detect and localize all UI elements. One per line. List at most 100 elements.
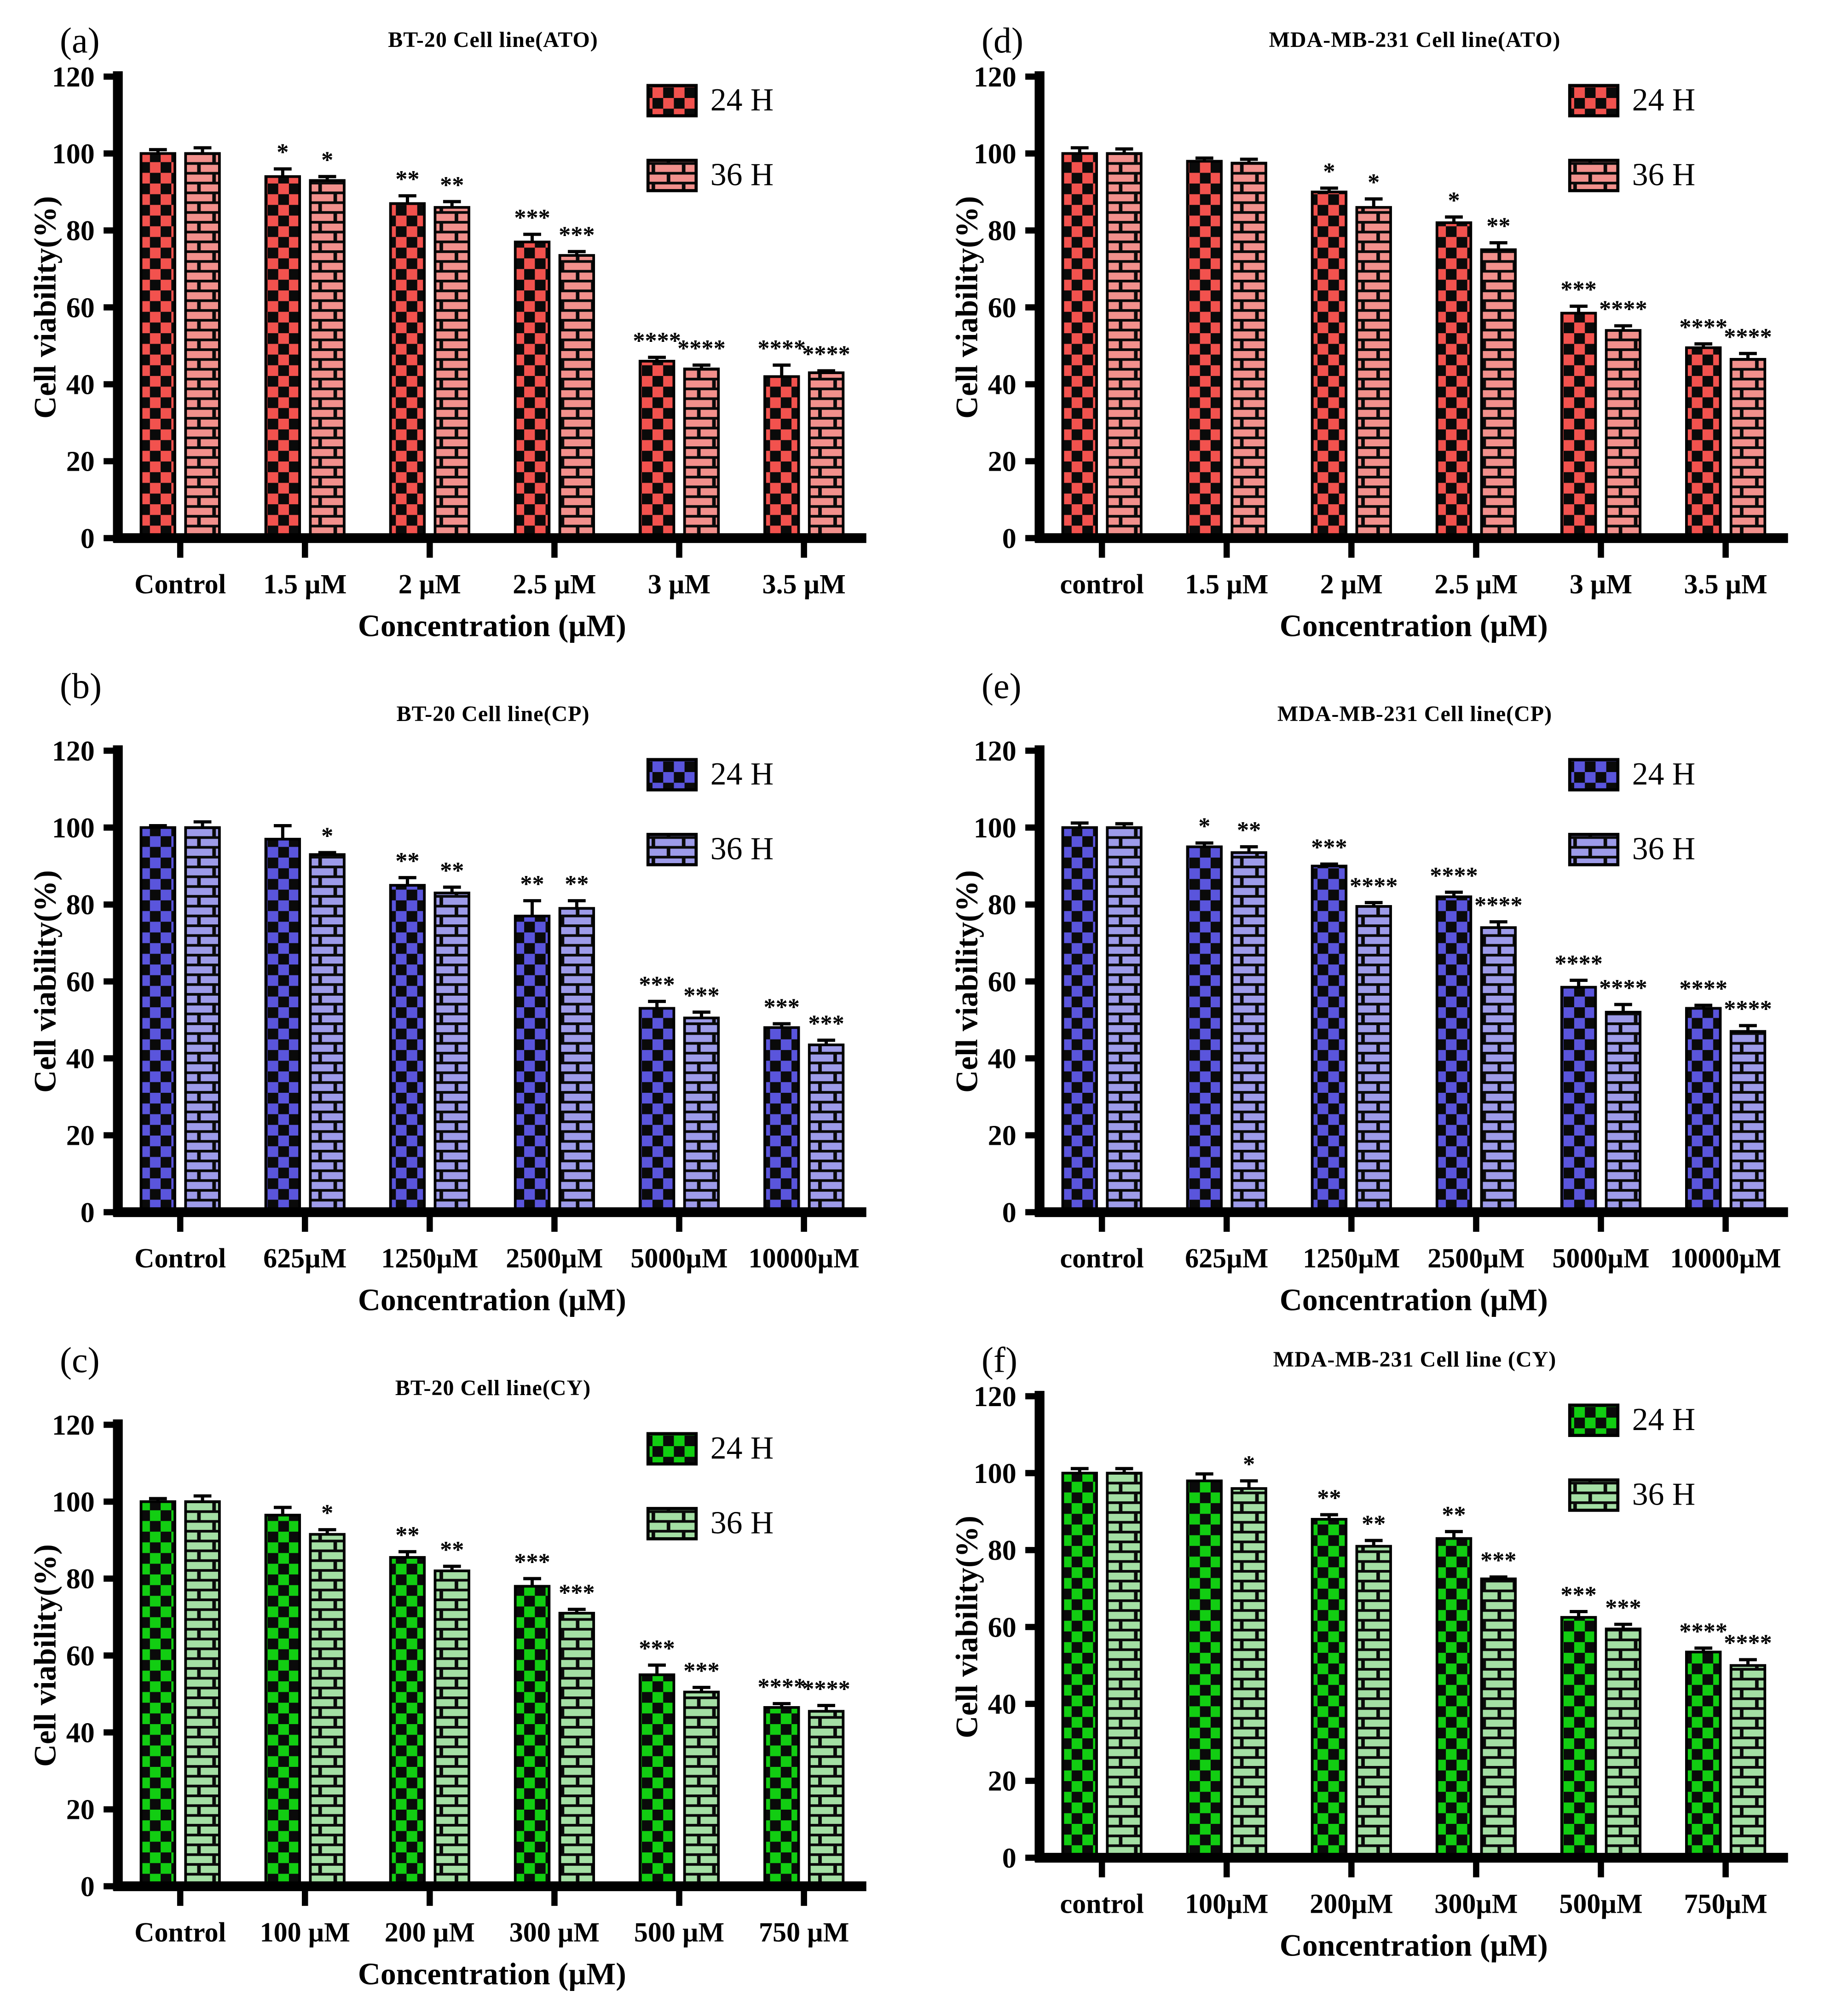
- bar: [808, 1043, 845, 1214]
- x-tick-label: Control: [134, 1243, 226, 1274]
- significance-stars: *: [321, 146, 333, 173]
- x-tick-label: 10000µM: [1670, 1243, 1781, 1274]
- significance-stars: ****: [1724, 996, 1772, 1022]
- legend-label: 24 H: [1632, 82, 1695, 118]
- legend-swatch: [1568, 1478, 1620, 1512]
- x-tick-label: 750µM: [1684, 1889, 1767, 1919]
- significance-stars: **: [1362, 1511, 1386, 1537]
- legend-label: 36 H: [710, 157, 774, 193]
- panel-c: (c) BT-20 Cell line(CY) Control * 100 µM **…: [32, 1331, 899, 1991]
- bar: [433, 1569, 470, 1888]
- bar: [139, 152, 176, 540]
- x-tick-label: 750 µM: [759, 1917, 849, 1948]
- x-tick-label: 2 µM: [398, 569, 461, 600]
- x-tick-label: 5000µM: [630, 1243, 728, 1274]
- panel-title-b: BT-20 Cell line(CP): [396, 702, 590, 726]
- significance-stars: **: [440, 1536, 464, 1563]
- chart-e: control * ** 625µM *** **** 1250µM **** **** 2500…: [954, 729, 1801, 1317]
- panel-f: (f) MDA-MB-231 Cell line (CY) control * 10…: [954, 1331, 1820, 1991]
- bar: [264, 175, 301, 540]
- bar: [1605, 1627, 1642, 1859]
- significance-stars: **: [440, 172, 464, 198]
- bar: [1355, 206, 1392, 540]
- x-tick-label: 625µM: [263, 1243, 346, 1274]
- y-tick-label: 40: [66, 369, 95, 400]
- bar: [1560, 1616, 1597, 1859]
- bar: [763, 375, 800, 540]
- significance-stars: *: [1243, 1451, 1255, 1477]
- bar: [1605, 329, 1642, 540]
- bar: [1560, 986, 1597, 1214]
- significance-stars: ****: [633, 327, 681, 354]
- legend-swatch: [646, 1507, 698, 1540]
- x-tick-label: 1250µM: [381, 1243, 478, 1274]
- y-tick-label: 60: [988, 966, 1016, 998]
- legend-label: 36 H: [1632, 1477, 1695, 1512]
- y-tick-label: 20: [988, 1120, 1016, 1152]
- significance-stars: ****: [1724, 1630, 1772, 1656]
- x-tick-label: control: [1060, 1243, 1144, 1274]
- legend-swatch: [1568, 84, 1620, 118]
- significance-stars: ***: [683, 982, 719, 1009]
- legend-swatch: [1568, 758, 1620, 792]
- significance-stars: ****: [802, 340, 850, 367]
- legend-label: 36 H: [1632, 831, 1695, 867]
- bar: [683, 1690, 720, 1888]
- bar: [1729, 1030, 1767, 1214]
- significance-stars: ***: [514, 1549, 550, 1575]
- y-tick-label: 100: [974, 138, 1016, 170]
- panel-letter-f: (f): [982, 1340, 1017, 1380]
- significance-stars: ***: [1311, 834, 1347, 861]
- panel-title-f: MDA-MB-231 Cell line (CY): [1273, 1347, 1557, 1372]
- bar: [1061, 152, 1098, 540]
- legend-swatch: [646, 758, 698, 792]
- significance-stars: *: [1448, 187, 1460, 213]
- significance-stars: ***: [559, 1579, 595, 1606]
- bar: [1560, 312, 1597, 540]
- x-tick-label: 5000µM: [1552, 1243, 1649, 1274]
- significance-stars: ***: [1605, 1594, 1641, 1621]
- x-tick-label: 10000µM: [748, 1243, 859, 1274]
- legend-label: 24 H: [710, 1431, 774, 1466]
- legend-swatch: [1568, 833, 1620, 866]
- bar: [389, 202, 426, 540]
- significance-stars: ***: [559, 221, 595, 248]
- y-tick-label: 100: [52, 138, 95, 170]
- bar: [389, 884, 426, 1214]
- significance-stars: ****: [1724, 323, 1772, 350]
- x-tick-label: 2 µM: [1320, 569, 1383, 600]
- bar: [1186, 845, 1223, 1214]
- x-tick-label: 100 µM: [260, 1917, 350, 1948]
- y-tick-label: 40: [988, 1689, 1016, 1720]
- legend-swatch: [1568, 159, 1620, 192]
- chart-b: Control * 625µM ** ** 1250µM ** ** 2500µM *** *** 5…: [32, 729, 879, 1317]
- x-tick-label: control: [1060, 1889, 1144, 1919]
- panel-letter-a: (a): [60, 20, 100, 60]
- bar: [139, 1500, 176, 1888]
- significance-stars: **: [1442, 1501, 1466, 1528]
- x-axis-title: Concentration (µM): [1280, 1928, 1548, 1963]
- legend-swatch: [1568, 1403, 1620, 1437]
- y-tick-label: 0: [1002, 523, 1016, 554]
- y-tick-label: 60: [988, 292, 1016, 323]
- x-axis-title: Concentration (µM): [1280, 609, 1548, 643]
- y-axis-title: Cell viability(%): [32, 870, 63, 1093]
- significance-stars: *: [1198, 813, 1210, 840]
- bar: [1311, 865, 1348, 1214]
- significance-stars: **: [395, 166, 419, 192]
- y-axis-title: Cell viability(%): [954, 870, 984, 1093]
- bar: [763, 1706, 800, 1888]
- bar: [1685, 1650, 1722, 1859]
- significance-stars: *: [277, 139, 289, 166]
- bar: [1061, 1471, 1098, 1859]
- chart-a: Control * * 1.5 µM ** ** 2 µM *** *** 2.5 µM **** *…: [32, 55, 879, 643]
- significance-stars: *: [1368, 169, 1380, 196]
- x-tick-label: 2500µM: [1427, 1243, 1525, 1274]
- significance-stars: **: [1317, 1485, 1341, 1511]
- significance-stars: ***: [639, 1635, 675, 1662]
- legend-swatch: [646, 833, 698, 866]
- bar: [1186, 160, 1223, 540]
- significance-stars: ***: [808, 1010, 844, 1037]
- x-axis-title: Concentration (µM): [358, 1283, 626, 1317]
- y-tick-label: 60: [66, 966, 95, 998]
